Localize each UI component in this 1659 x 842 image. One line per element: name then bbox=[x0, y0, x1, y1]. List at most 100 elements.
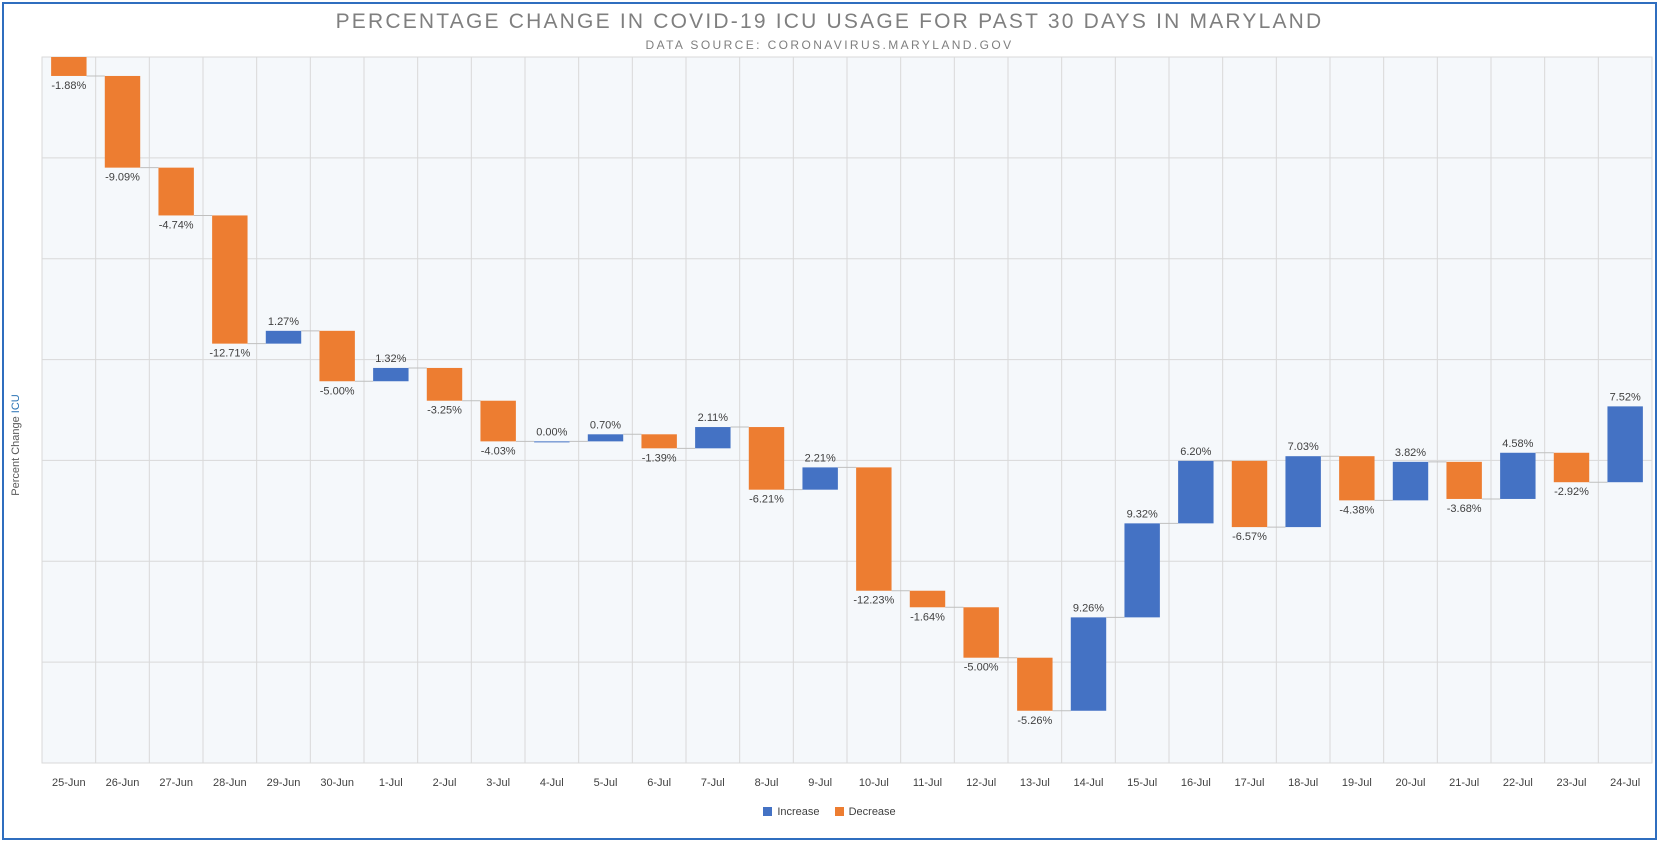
x-tick-label: 19-Jul bbox=[1342, 777, 1372, 789]
data-label: 3.82% bbox=[1395, 447, 1426, 459]
bar-increase bbox=[1285, 456, 1321, 528]
x-tick-label: 22-Jul bbox=[1503, 777, 1533, 789]
x-tick-label: 8-Jul bbox=[755, 777, 779, 789]
bar-decrease bbox=[748, 427, 785, 490]
bar-increase bbox=[802, 467, 838, 490]
bar-decrease bbox=[1446, 461, 1482, 499]
data-label: -3.25% bbox=[427, 405, 462, 417]
legend-item-increase: Increase bbox=[763, 806, 820, 819]
data-label: -1.39% bbox=[642, 452, 677, 464]
x-tick-label: 10-Jul bbox=[859, 777, 889, 789]
bar-decrease bbox=[856, 467, 892, 591]
x-tick-label: 18-Jul bbox=[1288, 777, 1318, 789]
x-tick-label: 5-Jul bbox=[594, 777, 618, 789]
bar-decrease bbox=[319, 330, 355, 382]
bar-decrease bbox=[909, 590, 946, 608]
data-label: -3.68% bbox=[1447, 503, 1482, 515]
bar-decrease bbox=[963, 607, 999, 658]
x-tick-label: 7-Jul bbox=[701, 777, 725, 789]
chart-subtitle: DATA SOURCE: CORONAVIRUS.MARYLAND.GOV bbox=[645, 38, 1014, 52]
data-label: -2.92% bbox=[1554, 486, 1589, 498]
data-label: 0.70% bbox=[590, 419, 621, 431]
data-label: 4.58% bbox=[1502, 438, 1533, 450]
data-label: 1.27% bbox=[268, 316, 299, 328]
legend-item-decrease: Decrease bbox=[834, 806, 896, 819]
x-tick-label: 2-Jul bbox=[433, 777, 457, 789]
bar-increase bbox=[587, 434, 624, 442]
data-label: 0.00% bbox=[536, 426, 567, 438]
bar-decrease bbox=[1553, 452, 1590, 483]
data-label: -6.21% bbox=[749, 494, 784, 506]
bar-increase bbox=[534, 441, 570, 443]
x-tick-label: 24-Jul bbox=[1610, 777, 1640, 789]
data-label: -1.88% bbox=[51, 80, 86, 92]
x-tick-label: 17-Jul bbox=[1235, 777, 1265, 789]
chart-title: PERCENTAGE CHANGE IN COVID-19 ICU USAGE … bbox=[335, 10, 1324, 33]
bar-decrease bbox=[1231, 460, 1268, 528]
data-label: 2.11% bbox=[698, 412, 729, 424]
x-tick-label: 30-Jun bbox=[320, 777, 354, 789]
bar-decrease bbox=[212, 215, 248, 344]
data-label: -5.26% bbox=[1017, 715, 1052, 727]
bar-decrease bbox=[1017, 657, 1053, 711]
data-label: 2.21% bbox=[805, 452, 836, 464]
bar-decrease bbox=[158, 167, 194, 216]
bar-increase bbox=[1178, 460, 1214, 524]
data-label: -9.09% bbox=[105, 172, 140, 184]
data-label: 7.03% bbox=[1288, 441, 1319, 453]
bar-increase bbox=[1070, 617, 1107, 711]
bar-decrease bbox=[480, 400, 516, 442]
bar-increase bbox=[373, 367, 409, 382]
x-tick-label: 16-Jul bbox=[1181, 777, 1211, 789]
data-label: -4.03% bbox=[481, 445, 516, 457]
data-label: 1.32% bbox=[375, 353, 406, 365]
x-tick-label: 21-Jul bbox=[1449, 777, 1479, 789]
data-label: 6.20% bbox=[1180, 446, 1211, 458]
x-tick-label: 14-Jul bbox=[1074, 777, 1104, 789]
x-tick-label: 4-Jul bbox=[540, 777, 564, 789]
data-label: -12.71% bbox=[209, 348, 250, 360]
x-tick-label: 23-Jul bbox=[1557, 777, 1587, 789]
x-tick-label: 3-Jul bbox=[486, 777, 510, 789]
legend-label-increase: Increase bbox=[777, 806, 820, 819]
x-tick-label: 15-Jul bbox=[1127, 777, 1157, 789]
x-tick-label: 27-Jun bbox=[159, 777, 193, 789]
legend-swatch-decrease bbox=[834, 807, 844, 817]
data-label: -6.57% bbox=[1232, 531, 1267, 543]
x-tick-label: 13-Jul bbox=[1020, 777, 1050, 789]
data-label: -4.38% bbox=[1339, 504, 1374, 516]
data-label: 7.52% bbox=[1610, 391, 1641, 403]
data-label: -5.00% bbox=[320, 385, 355, 397]
bar-increase bbox=[1607, 406, 1643, 483]
bar-decrease bbox=[641, 434, 677, 449]
legend-swatch-increase bbox=[763, 807, 773, 817]
data-label: -12.23% bbox=[853, 595, 894, 607]
data-label: -1.64% bbox=[910, 611, 945, 623]
bar-decrease bbox=[104, 75, 141, 168]
bar-increase bbox=[265, 330, 302, 344]
legend-label-decrease: Decrease bbox=[848, 806, 896, 819]
legend: Increase Decrease bbox=[0, 806, 1659, 818]
x-tick-label: 12-Jul bbox=[966, 777, 996, 789]
data-label: -5.00% bbox=[964, 662, 999, 674]
bar-decrease bbox=[1339, 456, 1375, 501]
bar-increase bbox=[695, 427, 731, 449]
x-tick-label: 29-Jun bbox=[267, 777, 301, 789]
data-label: -4.74% bbox=[159, 219, 194, 231]
bar-increase bbox=[1124, 523, 1160, 618]
bar-increase bbox=[1500, 452, 1536, 499]
x-tick-label: 25-Jun bbox=[52, 777, 86, 789]
bar-decrease bbox=[51, 57, 87, 76]
x-tick-label: 20-Jul bbox=[1396, 777, 1426, 789]
x-tick-label: 1-Jul bbox=[379, 777, 403, 789]
x-tick-label: 26-Jun bbox=[106, 777, 140, 789]
x-tick-label: 6-Jul bbox=[647, 777, 671, 789]
x-tick-label: 11-Jul bbox=[913, 777, 942, 789]
bar-increase bbox=[1392, 461, 1429, 501]
x-tick-label: 9-Jul bbox=[808, 777, 832, 789]
x-tick-label: 28-Jun bbox=[213, 777, 247, 789]
data-label: 9.26% bbox=[1073, 602, 1104, 614]
bar-decrease bbox=[426, 367, 463, 401]
data-label: 9.32% bbox=[1127, 508, 1158, 520]
